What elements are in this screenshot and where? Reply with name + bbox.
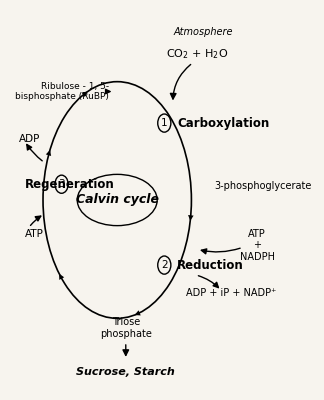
Text: Ribulose - 1, 5-
bisphosphate (RuBP): Ribulose - 1, 5- bisphosphate (RuBP) (15, 82, 109, 101)
Text: 2: 2 (161, 260, 168, 270)
Text: ATP
+
NADPH: ATP + NADPH (239, 229, 274, 262)
Text: Triose
phosphate: Triose phosphate (100, 317, 152, 339)
Text: CO$_2$ + H$_2$O: CO$_2$ + H$_2$O (166, 47, 228, 61)
Text: Sucrose, Starch: Sucrose, Starch (76, 366, 175, 376)
Text: ADP: ADP (19, 134, 40, 144)
Text: ADP + iP + NADP⁺: ADP + iP + NADP⁺ (186, 288, 277, 298)
Text: 3-phosphoglycerate: 3-phosphoglycerate (214, 181, 312, 191)
Text: Carboxylation: Carboxylation (177, 116, 269, 130)
Text: 3: 3 (58, 179, 65, 189)
Text: 1: 1 (161, 118, 168, 128)
Text: Atmosphere: Atmosphere (173, 27, 233, 37)
Text: ATP: ATP (25, 228, 43, 238)
Text: Calvin cycle: Calvin cycle (76, 194, 159, 206)
Text: Regeneration: Regeneration (25, 178, 114, 191)
Text: Reduction: Reduction (177, 258, 244, 272)
